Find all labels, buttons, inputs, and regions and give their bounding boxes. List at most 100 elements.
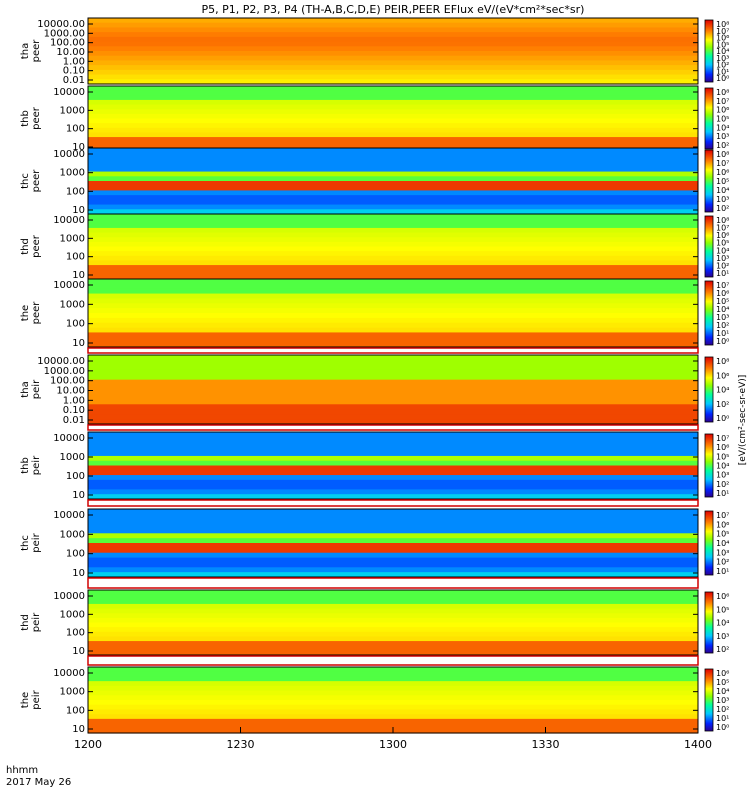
heatmap-band <box>88 148 698 154</box>
heatmap-band <box>88 475 698 481</box>
heatmap-band <box>88 557 698 564</box>
heatmap-band <box>88 603 698 610</box>
heatmap-band <box>88 533 698 539</box>
colorbar <box>704 433 714 498</box>
heatmap-band <box>88 279 698 285</box>
heatmap-band <box>88 667 698 673</box>
heatmap-band <box>88 90 698 96</box>
heatmap-band <box>88 293 698 300</box>
heatmap-band <box>88 608 698 614</box>
colorbar-tick-label: 10³ <box>716 195 729 204</box>
heatmap-band <box>88 265 698 271</box>
y-tick-label: 10000 <box>53 215 85 226</box>
heatmap-band <box>88 441 698 447</box>
colorbar-tick-label: 10⁷ <box>716 27 729 36</box>
heatmap-band <box>88 141 698 147</box>
y-tick-label: 100 <box>66 705 85 716</box>
panel-frame <box>87 431 699 500</box>
colorbar-tick-label: 10² <box>716 705 729 714</box>
colorbar-tick-label: 10⁶ <box>716 289 729 298</box>
colorbar-tick-label: 10³ <box>716 254 729 263</box>
y-tick-label: 1000 <box>60 168 85 179</box>
heatmap-band <box>88 65 698 71</box>
heatmap-band <box>88 685 698 692</box>
colorbar-tick-label: 10⁵ <box>716 452 729 461</box>
y-tick-label: 100.00 <box>50 376 85 387</box>
heatmap-band <box>88 99 698 106</box>
colorbar <box>704 149 714 213</box>
colorbar-tick-label: 10⁷ <box>716 281 729 290</box>
colorbar-tick-label: 10¹ <box>716 329 729 338</box>
heatmap-band <box>88 190 698 196</box>
panel-frame <box>87 17 699 85</box>
colorbar-tick-label: 10⁷ <box>716 434 729 443</box>
heatmap-band <box>88 246 698 252</box>
heatmap-band <box>88 41 698 47</box>
heatmap-band <box>88 162 698 168</box>
colorbar-tick-label: 10² <box>716 261 729 270</box>
panel-frame <box>87 589 699 656</box>
y-tick-label: 1000.00 <box>44 28 85 39</box>
heatmap-band <box>88 723 698 729</box>
colorbar-tick-label: 10⁵ <box>716 678 729 687</box>
heatmap-band <box>88 308 698 314</box>
heatmap-band <box>88 446 698 452</box>
colorbar <box>704 668 714 732</box>
colorbar-tick-label: 10⁶ <box>716 669 729 678</box>
panel-the-peer: thepeer1000010001001010⁷10⁶10⁵10⁴10³10²1… <box>20 278 729 349</box>
heatmap-band <box>88 283 698 290</box>
y-tick-label: 10 <box>72 568 85 579</box>
panel-thc-peir: thcpeir 10000 1000 100 10 10⁷10⁶10⁵10⁴10³10²1… <box>20 508 729 579</box>
colorbar-tick-label: 10⁷ <box>716 159 729 168</box>
colorbar-tick-label: 10⁰ <box>716 723 729 732</box>
panel-label: thdpeer <box>20 234 42 258</box>
colorbar-tick-label: 10¹ <box>716 489 729 498</box>
heatmap-band <box>88 409 698 415</box>
colorbar-unit-label: [eV/(cm²-sec-sr-eV)] <box>738 375 748 466</box>
heatmap-band <box>88 389 698 396</box>
colorbar-tick-label: 10⁶ <box>716 520 729 529</box>
heatmap-band <box>88 552 698 559</box>
heatmap-band <box>88 414 698 420</box>
colorbar <box>704 356 714 423</box>
colorbar-tick-label: 10² <box>716 645 729 654</box>
y-tick-label: 1000.00 <box>44 366 85 377</box>
colorbar <box>704 280 714 346</box>
heatmap-band <box>88 241 698 248</box>
x-tick-label: 1330 <box>532 738 560 751</box>
heatmap-band <box>88 641 698 647</box>
colorbar-tick-label: 10³ <box>716 548 729 557</box>
heatmap-band <box>88 676 698 682</box>
panel-frame <box>87 278 699 348</box>
colorbar-tick-label: 10⁸ <box>716 216 729 225</box>
time-axis-date: 2017 May 26 <box>6 777 71 788</box>
colorbar-tick-label: 10⁴ <box>716 186 729 195</box>
heatmap-band <box>88 627 698 633</box>
x-tick-label: 1200 <box>74 738 102 751</box>
heatmap-band <box>88 113 698 120</box>
heatmap-band <box>88 227 698 234</box>
colorbar <box>704 19 714 83</box>
heatmap-band <box>88 36 698 43</box>
heatmap-band <box>88 460 698 467</box>
heatmap-band <box>88 46 698 52</box>
colorbar-tick-label: 10³ <box>716 471 729 480</box>
heatmap-band <box>88 255 698 262</box>
heatmap-band <box>88 455 698 462</box>
colorbar-tick-label: 10⁵ <box>716 605 729 614</box>
colorbar-tick-label: 10⁶ <box>716 231 729 240</box>
heatmap-band <box>88 513 698 520</box>
y-tick-label: 0.10 <box>63 66 85 77</box>
heatmap-band <box>88 528 698 534</box>
panel-thd-peer: thdpeer1000010001001010⁸10⁷10⁶10⁵10⁴10³1… <box>20 213 729 281</box>
heatmap-band <box>88 489 698 495</box>
y-tick-label: 10000.00 <box>37 19 85 30</box>
heatmap-band <box>88 709 698 715</box>
y-tick-label: 10000 <box>53 510 85 521</box>
heatmap-band <box>88 465 698 471</box>
y-tick-label: 10000 <box>53 668 85 679</box>
heatmap-band <box>88 313 698 319</box>
colorbar <box>704 510 714 576</box>
y-tick-label: 10 <box>72 724 85 735</box>
